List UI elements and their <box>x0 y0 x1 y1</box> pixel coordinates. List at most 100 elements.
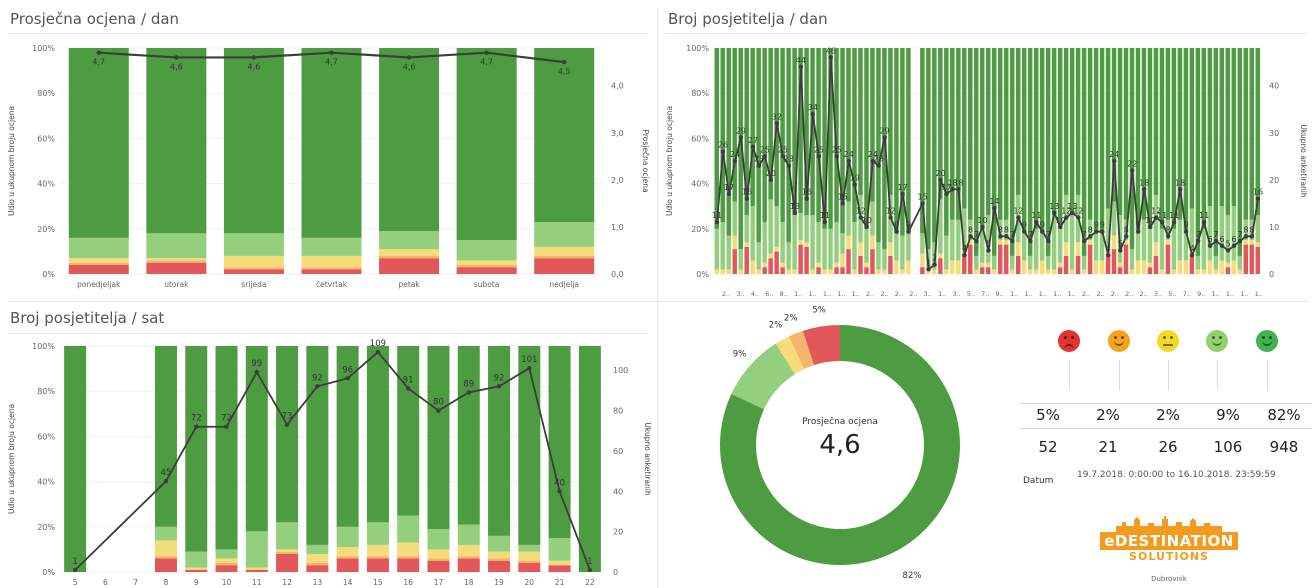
bar-segment-very-good <box>882 48 887 250</box>
series-point <box>1010 238 1015 244</box>
bar-segment-very-good <box>488 346 511 536</box>
bar-segment-very-good <box>1141 48 1147 220</box>
series-point <box>587 567 593 573</box>
x-tick-label: 8 <box>164 578 169 587</box>
bar-segment-very-good <box>762 48 767 223</box>
series-line-segment <box>407 387 440 412</box>
bar-segment-very-good <box>215 346 238 550</box>
bar-segment-good <box>457 524 480 545</box>
data-label: 4,6 <box>170 62 183 71</box>
bar-segment-neutral <box>456 260 517 265</box>
series-point <box>894 229 899 234</box>
bar-segment-good <box>876 242 881 270</box>
bar-segment-good <box>1027 255 1033 270</box>
data-label: 24 <box>868 150 878 159</box>
x-tick-label: 3.. <box>924 290 932 298</box>
bar-segment-neutral <box>738 269 743 274</box>
bar-segment-very-good <box>336 346 359 527</box>
bar-segment-good <box>900 235 905 270</box>
bar-segment-very-good <box>822 48 827 229</box>
y2-axis-label: Ukupno anketiranih <box>643 422 652 495</box>
x-tick-label: 1.. <box>1024 290 1032 298</box>
rating-donut-chart: 82% 9% 2%2% 5% <box>720 306 960 581</box>
data-label: 24 <box>844 150 854 159</box>
data-label: 12 <box>1151 207 1161 216</box>
bar-segment-very-good <box>846 48 851 202</box>
bar-segment-neutral <box>379 249 440 256</box>
data-label: 4,6 <box>248 62 261 71</box>
series-point <box>1148 224 1153 230</box>
bar-segment-neutral <box>834 262 839 268</box>
bar-segment-good <box>215 549 238 559</box>
bar-segment-very-good <box>876 48 881 243</box>
bar-segment-very-bad <box>938 258 943 274</box>
bar-segment-very-good <box>1237 48 1243 256</box>
bar-segment-very-bad <box>798 244 803 274</box>
x-tick-label: 4.. <box>751 290 759 298</box>
series-point <box>1219 243 1225 248</box>
series-point <box>436 408 441 413</box>
bar-segment-neutral <box>68 258 129 263</box>
data-label: 8 <box>998 225 1003 234</box>
data-label: 73 <box>282 412 293 422</box>
bar-segment-neutral <box>245 567 268 570</box>
data-label: 5 <box>986 239 991 248</box>
bar-segment-very-good <box>732 48 737 202</box>
series-point <box>1004 234 1009 239</box>
series-point <box>1237 238 1243 244</box>
bar-segment-good <box>1009 255 1015 270</box>
bar-segment-very-good <box>956 48 961 220</box>
y-tick-label: 60% <box>37 134 55 143</box>
y2-tick-label: 0,0 <box>611 270 624 279</box>
avg-rating-title: Prosječna ocjena / dan <box>10 10 180 28</box>
series-point <box>834 154 839 159</box>
series-point <box>1213 238 1219 244</box>
bar-segment-very-bad <box>397 558 420 572</box>
bar-segment-neutral <box>992 269 997 274</box>
x-tick-label: 12 <box>282 578 292 587</box>
data-label: 4,7 <box>325 58 338 67</box>
series-point <box>974 238 979 244</box>
data-label: 27 <box>748 136 758 145</box>
series-point <box>816 154 822 159</box>
series-line-segment <box>877 137 886 166</box>
bar-segment-neutral <box>215 558 238 563</box>
bar-segment-very-bad <box>920 267 925 274</box>
bar-segment-very-good <box>1147 48 1153 229</box>
data-label: 101 <box>521 355 537 365</box>
bar-segment-good <box>1111 201 1117 236</box>
face-feature <box>1212 341 1222 346</box>
date-filter-range[interactable]: 19.7.2018. 0:00:00 to 16.10.2018. 23:59:… <box>1077 470 1276 480</box>
bar-segment-good <box>944 235 949 270</box>
divider <box>666 33 1306 34</box>
series-point <box>810 111 816 117</box>
x-tick-label: 11 <box>252 578 262 587</box>
bar-segment-very-good <box>932 48 937 243</box>
bar-segment-good <box>762 222 767 263</box>
x-tick-label: 22 <box>585 578 595 587</box>
series-line-segment <box>253 51 332 59</box>
bar-segment-good <box>744 215 749 243</box>
bar-segment-very-bad <box>1165 244 1171 274</box>
date-filter-label: Datum <box>1023 476 1054 486</box>
series-line-segment <box>987 207 996 251</box>
y-tick-label: 40% <box>37 478 55 487</box>
bar-segment-good <box>738 249 743 270</box>
donut-center-label: Prosječna ocjena <box>802 417 878 427</box>
bar-segment-good <box>456 240 517 261</box>
bar-segment-bad <box>397 556 420 559</box>
bar-segment-very-bad <box>154 558 177 572</box>
bar-segment-very-good <box>864 48 869 229</box>
bar-segment-bad <box>146 260 207 263</box>
data-label: 9 <box>906 221 911 230</box>
bar-segment-very-bad <box>427 560 450 572</box>
series-point <box>852 182 857 187</box>
bar-segment-good <box>774 206 779 247</box>
series-point <box>920 201 925 206</box>
series-line-segment <box>841 160 850 204</box>
x-tick-label: 15 <box>373 578 383 587</box>
bar-segment-very-good <box>906 48 911 234</box>
bar-segment-neutral <box>1039 260 1045 274</box>
bar-segment-very-bad <box>1003 244 1009 274</box>
face-stem <box>1119 360 1120 390</box>
